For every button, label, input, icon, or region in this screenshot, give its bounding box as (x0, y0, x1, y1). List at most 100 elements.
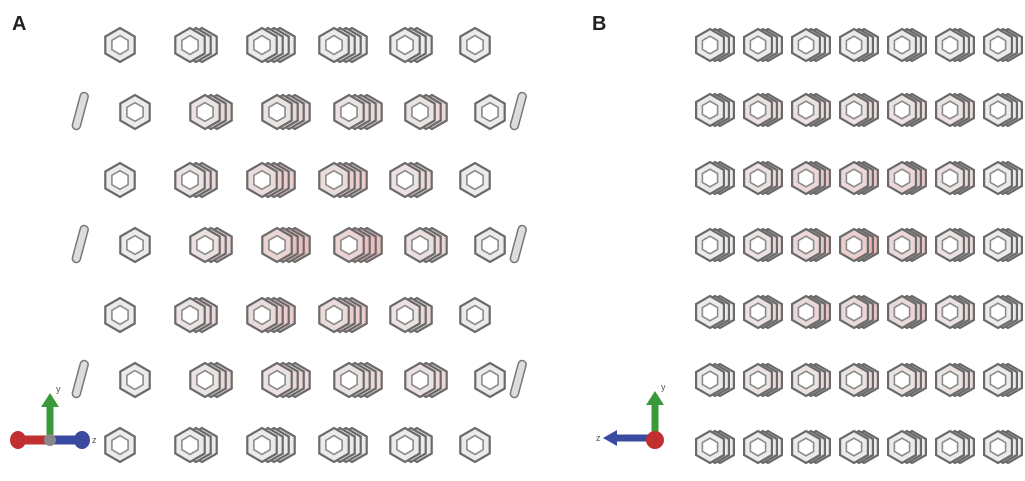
molecule (936, 94, 974, 126)
ring-inner (990, 36, 1005, 54)
rod (71, 225, 89, 264)
molecule (840, 364, 878, 396)
molecule (888, 431, 926, 463)
molecule (984, 364, 1022, 396)
ring-inner (750, 101, 765, 119)
ring-inner (990, 101, 1005, 119)
molecule (175, 428, 216, 462)
molecule (936, 296, 974, 328)
axis-label: y (661, 382, 666, 392)
ring-inner (990, 236, 1005, 254)
molecule (175, 163, 216, 197)
molecule (792, 431, 830, 463)
ring-inner (254, 436, 270, 455)
molecule (984, 229, 1022, 261)
axis-end (10, 431, 26, 449)
ring-inner (127, 371, 143, 390)
ring-inner (254, 171, 270, 190)
ring-inner (942, 236, 957, 254)
ring-inner (894, 303, 909, 321)
molecule (475, 228, 504, 262)
molecule (984, 296, 1022, 328)
axis-arrow-head (646, 391, 664, 405)
ring-inner (942, 101, 957, 119)
ring-inner (894, 36, 909, 54)
molecule (262, 228, 309, 262)
molecule (936, 29, 974, 61)
ring-inner (702, 169, 717, 187)
molecule (792, 29, 830, 61)
axis-label: z (596, 433, 601, 443)
ring-inner (894, 438, 909, 456)
molecule (319, 428, 366, 462)
molecule (696, 431, 734, 463)
ring-inner (894, 236, 909, 254)
ring-inner (702, 303, 717, 321)
axis-end (74, 431, 90, 449)
molecule (460, 428, 489, 462)
ring-inner (197, 236, 213, 255)
ring-inner (182, 36, 198, 55)
molecule (888, 229, 926, 261)
molecule (840, 29, 878, 61)
axis-origin (646, 431, 664, 449)
molecule (175, 28, 216, 62)
molecule (792, 162, 830, 194)
ring-inner (254, 306, 270, 325)
molecule (744, 364, 782, 396)
molecule (120, 228, 149, 262)
molecule (105, 428, 134, 462)
molecule (792, 229, 830, 261)
ring-inner (269, 371, 285, 390)
ring-inner (942, 36, 957, 54)
ring-inner (990, 371, 1005, 389)
ring-inner (750, 303, 765, 321)
ring-inner (702, 101, 717, 119)
axis-label: y (56, 384, 61, 394)
molecule (334, 95, 381, 129)
rod (509, 225, 527, 264)
molecule (405, 95, 446, 129)
ring-inner (397, 36, 413, 55)
ring-inner (197, 371, 213, 390)
ring-inner (127, 236, 143, 255)
ring-inner (397, 171, 413, 190)
molecule (190, 95, 231, 129)
ring-inner (412, 103, 428, 122)
ring-inner (750, 438, 765, 456)
molecule (936, 431, 974, 463)
rod (509, 92, 527, 131)
ring-inner (269, 236, 285, 255)
molecule (888, 162, 926, 194)
ring-inner (750, 36, 765, 54)
molecule (840, 162, 878, 194)
ring-inner (397, 436, 413, 455)
molecule (390, 298, 431, 332)
molecule (744, 229, 782, 261)
molecule (247, 163, 294, 197)
molecule (247, 28, 294, 62)
axis-label: z (92, 435, 97, 445)
ring-inner (750, 236, 765, 254)
ring-inner (341, 236, 357, 255)
ring-inner (702, 438, 717, 456)
molecule (840, 94, 878, 126)
molecule (247, 428, 294, 462)
ring-inner (894, 371, 909, 389)
molecule (405, 228, 446, 262)
molecule (984, 29, 1022, 61)
ring-inner (326, 171, 342, 190)
molecule (105, 28, 134, 62)
molecule (696, 29, 734, 61)
molecule (334, 228, 381, 262)
ring-inner (412, 371, 428, 390)
ring-inner (397, 306, 413, 325)
ring-inner (254, 36, 270, 55)
ring-inner (326, 306, 342, 325)
molecule (390, 163, 431, 197)
molecule (936, 364, 974, 396)
molecule (696, 94, 734, 126)
ring-inner (341, 371, 357, 390)
ring-inner (467, 306, 483, 325)
ring-inner (467, 171, 483, 190)
